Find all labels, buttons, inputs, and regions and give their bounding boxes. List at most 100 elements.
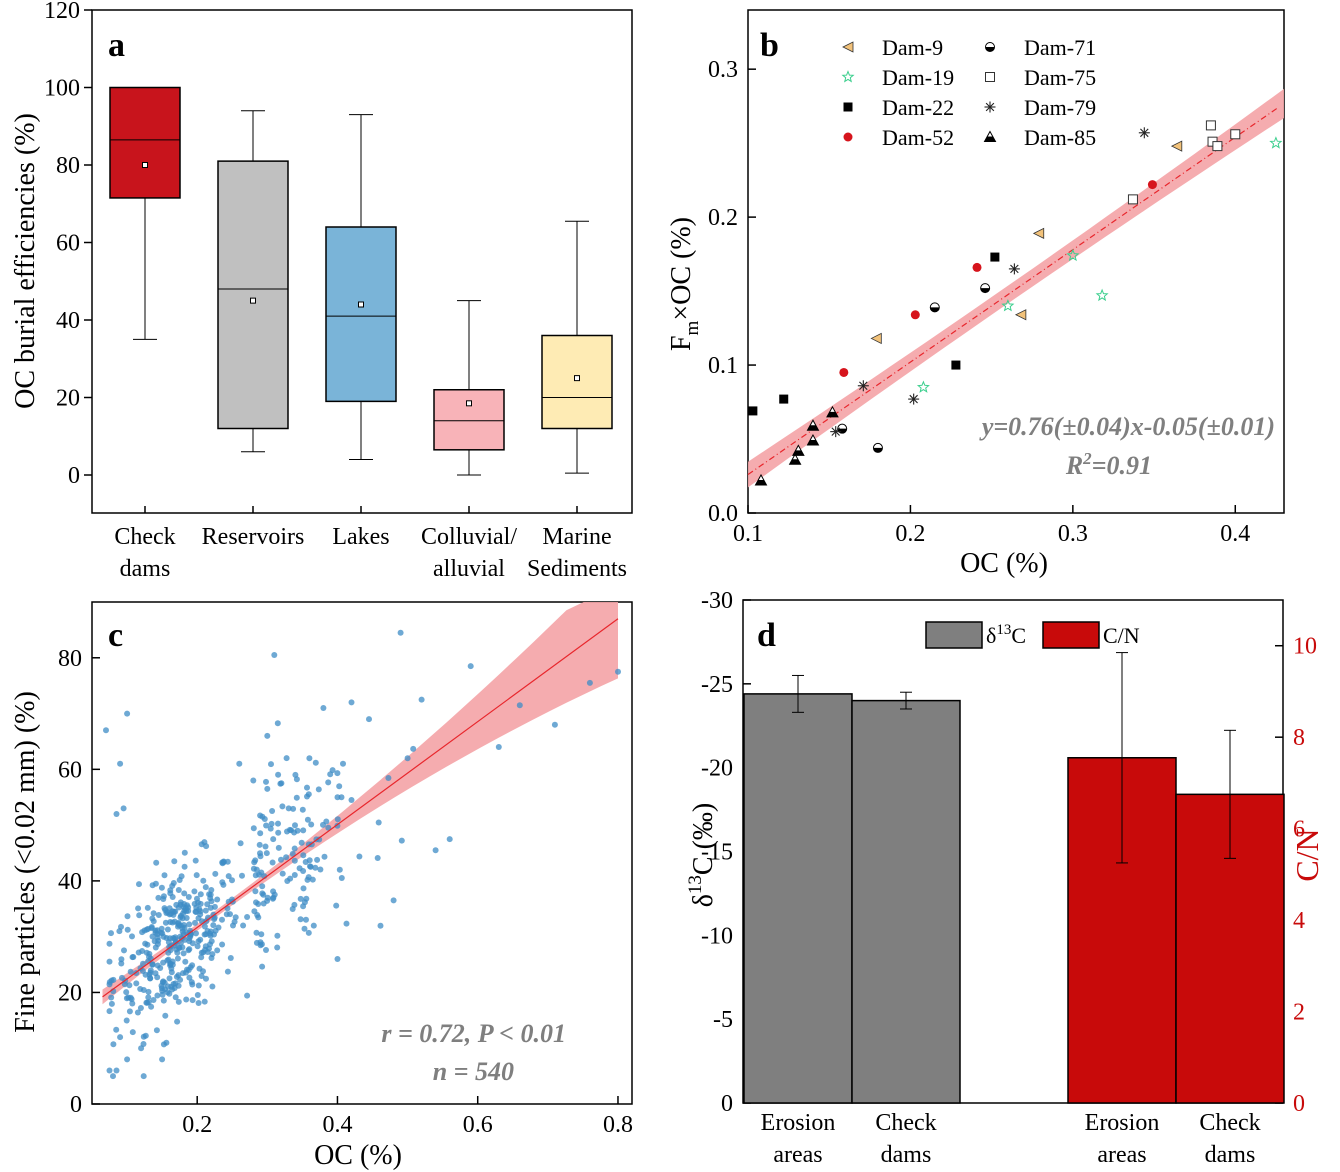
half-triangle-fill: [807, 425, 819, 431]
panel-c-point: [516, 702, 523, 709]
panel-c-point: [154, 992, 161, 999]
panel-c-point: [275, 844, 282, 851]
panel-b-legend-label: Dam-85: [1024, 125, 1096, 150]
panel-c-point: [312, 759, 319, 766]
panel-c-point: [256, 871, 263, 878]
panel-c-point: [278, 856, 284, 863]
panel-c-point: [126, 982, 133, 989]
panel-c-stat-n: n = 540: [433, 1057, 514, 1086]
panel-c-point: [219, 879, 226, 886]
half-triangle-fill: [755, 479, 767, 485]
panel-b-point-dam-75: [1230, 129, 1241, 140]
panel-b-point-dam-9: [1014, 309, 1027, 321]
panel-c-point: [270, 888, 277, 895]
panel-b-legend-label: Dam-79: [1024, 95, 1096, 120]
panel-c-point: [375, 819, 382, 826]
panel-c-point: [165, 956, 172, 963]
panel-c-point: [366, 716, 372, 723]
panel-c-point: [164, 926, 171, 933]
panel-c-point: [256, 841, 263, 848]
panel-c-point: [191, 900, 198, 907]
panel-c-point: [397, 629, 404, 636]
panel-b-xlabel: OC (%): [960, 548, 1048, 579]
panel-c-point: [263, 822, 270, 829]
panel-c-point: [259, 963, 266, 970]
panel-c-point: [334, 794, 341, 801]
panel-c-stat-r: r = 0.72, P < 0.01: [381, 1019, 566, 1048]
panel-c-point: [263, 850, 270, 857]
panel-c-point: [374, 855, 381, 861]
panel-c-point: [263, 947, 269, 953]
panel-c-point: [467, 663, 474, 670]
panel-d-category-label: Check: [1199, 1110, 1260, 1136]
panel-c-point: [239, 872, 245, 879]
panel-c-point: [227, 955, 234, 961]
panel-b-ytick-label: 0.0: [708, 501, 738, 527]
panel-b-point-dam-85: [806, 433, 820, 446]
panel-b-xtick-label: 0.1: [733, 521, 763, 547]
panel-d-category-label: Check: [875, 1110, 936, 1136]
panel-b-equation: y=0.76(±0.04)x-0.05(±0.01): [979, 412, 1275, 441]
panel-c-point: [194, 943, 201, 950]
panel-b-point-dam-75: [1127, 194, 1138, 205]
panel-c-point: [160, 959, 167, 966]
panel-a-ylabel: OC burial efficiencies (%): [10, 113, 41, 409]
panel-b-legend-marker: [985, 42, 995, 52]
half-triangle-fill: [807, 440, 819, 446]
panel-b-point-dam-79: [1008, 263, 1020, 275]
panel-c-point: [152, 970, 159, 977]
panel-a-frame: [91, 9, 633, 514]
panel-c-point: [297, 916, 304, 923]
panel-c-point: [304, 816, 311, 823]
panel-a-mean-marker: [250, 297, 256, 304]
panel-c-point: [356, 853, 363, 860]
panel-c-fit-line: [102, 618, 619, 998]
panel-b-confidence-band: [748, 88, 1284, 488]
panel-c-point: [410, 745, 417, 752]
panel-c-point: [123, 989, 130, 996]
panel-c-point: [188, 979, 195, 986]
panel-c-xtick-label: 0.6: [463, 1112, 493, 1138]
panel-c-point: [259, 813, 266, 820]
panel-b-point-dam-71: [872, 442, 883, 453]
panel-c-point: [195, 982, 202, 989]
panel-c-point: [253, 929, 260, 936]
panel-c-point: [197, 911, 204, 918]
panel-c-point: [183, 915, 190, 921]
panel-a-box: [433, 389, 505, 451]
panel-c-point: [195, 1000, 202, 1006]
panel-c-point: [200, 877, 207, 884]
panel-b-ytick-label: 0.3: [708, 57, 738, 83]
panel-c-point: [329, 767, 336, 774]
panel-c-point: [118, 923, 124, 930]
panel-d-category-label-2: dams: [881, 1142, 932, 1168]
panel-c-point: [180, 950, 187, 957]
panel-d-ytick-right-label: 0: [1293, 1091, 1305, 1117]
panel-c-point: [315, 786, 322, 793]
panel-c-point: [162, 919, 169, 926]
panel-c-point: [303, 916, 309, 923]
panel-c-point: [404, 755, 411, 762]
panel-c-point: [298, 839, 305, 846]
panel-b-ylabel: Fm×OC (%): [666, 217, 703, 351]
panel-c-point: [203, 975, 209, 982]
panel-b-legend-marker: [842, 41, 854, 53]
panel-b-xtick-label: 0.4: [1220, 521, 1250, 547]
panel-b-point-dam-19: [916, 380, 930, 393]
panel-b-point-dam-52: [910, 310, 920, 320]
panel-c-point: [161, 905, 168, 912]
panel-c-point: [110, 1041, 117, 1048]
panel-c-point: [418, 696, 425, 703]
panel-a-mean-marker: [574, 375, 580, 382]
panel-a-box: [541, 334, 613, 430]
panel-c-point: [106, 940, 113, 947]
panel-b-point-dam-85: [754, 473, 768, 486]
panel-b-xtick-label: 0.2: [895, 521, 925, 547]
panel-c-point: [271, 652, 278, 658]
panel-c-point: [244, 992, 251, 999]
panel-b-point-dam-19: [1066, 248, 1080, 262]
panel-c-point: [269, 808, 276, 814]
panel-c-point: [292, 771, 299, 778]
panel-c-point: [108, 1000, 115, 1007]
asterisk-stroke: [831, 427, 840, 436]
